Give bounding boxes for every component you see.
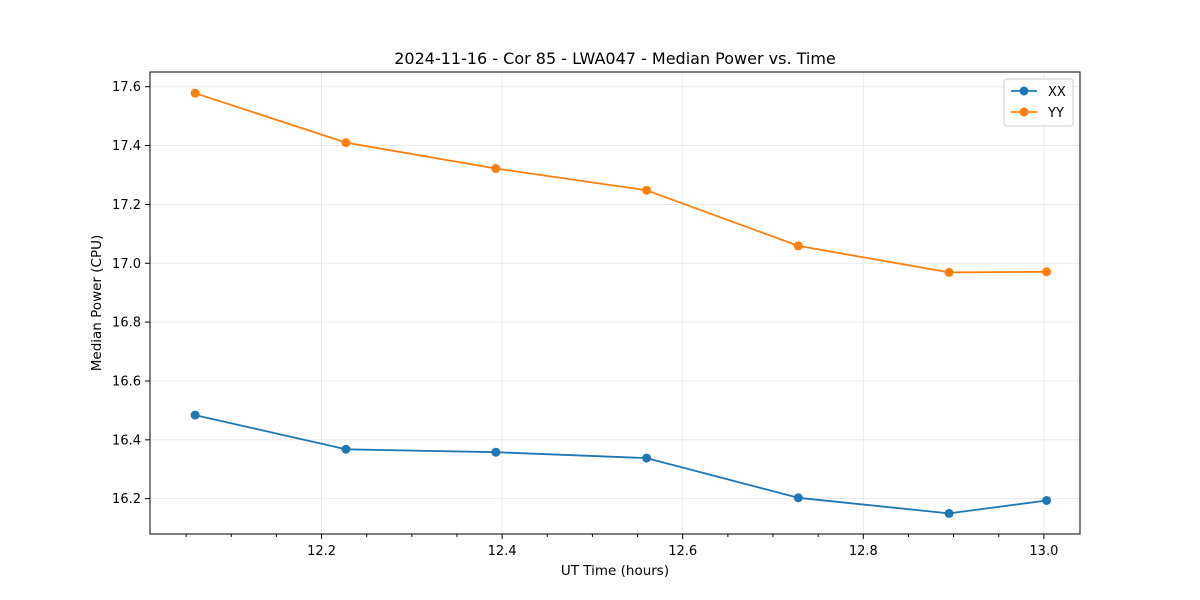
data-point-xx: [341, 444, 351, 454]
x-tick-label: 12.8: [849, 544, 878, 559]
data-point-yy: [190, 88, 200, 98]
y-tick-label: 16.6: [112, 374, 141, 389]
legend-marker-xx: [1019, 86, 1029, 96]
plot-frame: [149, 71, 1081, 535]
legend: XX YY: [1003, 78, 1074, 127]
axis-ticks: 12.2 12.4 12.6 12.8 13.0 16.2 16.4 16.6 16.8 17.0…: [112, 80, 1058, 559]
x-tick-label: 12.2: [307, 544, 336, 559]
legend-label-yy: YY: [1047, 106, 1064, 121]
data-point-yy: [341, 138, 351, 148]
y-tick-label: 16.8: [112, 316, 141, 331]
data-point-xx: [642, 453, 652, 463]
series-layer: [190, 88, 1052, 518]
data-point-xx: [1042, 495, 1052, 505]
data-point-xx: [944, 508, 954, 518]
data-point-xx: [491, 447, 501, 457]
y-tick-label: 16.4: [112, 433, 141, 448]
data-point-xx: [190, 410, 200, 420]
x-tick-label: 13.0: [1029, 544, 1058, 559]
legend-label-xx: XX: [1048, 85, 1066, 100]
chart-title: 2024-11-16 - Cor 85 - LWA047 - Median Po…: [394, 49, 836, 68]
x-tick-label: 12.6: [668, 544, 697, 559]
legend-marker-yy: [1019, 107, 1029, 117]
y-tick-label: 17.4: [112, 139, 141, 154]
x-tick-label: 12.4: [488, 544, 517, 559]
data-point-yy: [642, 185, 652, 195]
y-tick-label: 16.2: [112, 492, 141, 507]
y-tick-label: 17.2: [112, 198, 141, 213]
data-point-yy: [944, 267, 954, 277]
y-axis-label: Median Power (CPU): [89, 235, 105, 371]
data-point-xx: [793, 493, 803, 503]
data-point-yy: [1042, 267, 1052, 277]
grid-lines: [150, 72, 1080, 534]
y-tick-label: 17.0: [112, 257, 141, 272]
data-point-yy: [491, 164, 501, 174]
x-axis-label: UT Time (hours): [561, 563, 669, 579]
data-point-yy: [793, 241, 803, 251]
y-tick-label: 17.6: [112, 80, 141, 95]
